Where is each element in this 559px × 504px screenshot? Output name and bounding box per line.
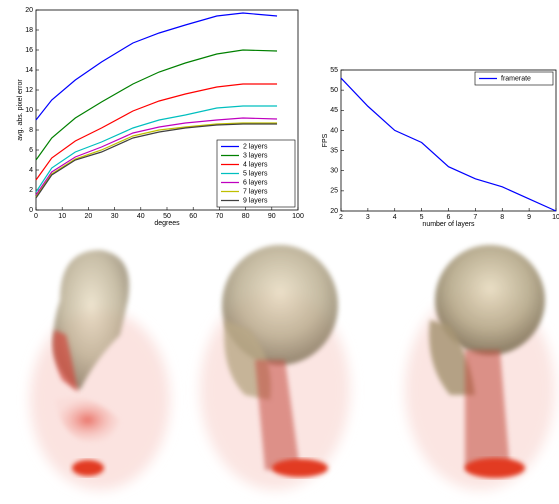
legend-label: 9 layers [243,197,268,204]
x-tick-label: 90 [268,213,276,220]
y-tick-label: 20 [330,208,338,215]
x-tick-label: 6 [447,214,451,221]
x-tick-label: 10 [552,214,559,221]
chart: 0 10 20 30 40 50 60 70 80 90 100 0 2 4 6 8 10 12 14 16 18 20 d… [17,7,304,227]
x-tick-label: 50 [163,213,171,220]
y-tick-label: 16 [25,47,33,54]
y-tick-label: 25 [330,188,338,195]
x-tick-label: 20 [85,213,93,220]
render-image-2 [200,245,350,490]
y-tick-label: 4 [29,167,33,174]
y-tick-label: 35 [330,147,338,154]
y-tick-label: 14 [25,67,33,74]
y-tick-label: 55 [330,67,338,74]
y-tick-label: 10 [25,107,33,114]
figure: 0 10 20 30 40 50 60 70 80 90 100 0 2 4 6 8 10 12 14 16 18 20 d… [0,0,559,504]
y-tick-label: 2 [29,187,33,194]
plot-frame [341,70,556,211]
legend-label: 3 layers [243,152,268,159]
render-image-1 [30,250,170,490]
legend-label: 7 layers [243,188,268,195]
y-tick-label: 0 [29,207,33,214]
x-tick-label: 7 [473,214,477,221]
y-tick-label: 18 [25,27,33,34]
x-tick-label: 3 [366,214,370,221]
y-tick-label: 40 [330,127,338,134]
y-tick-label: 8 [29,127,33,134]
x-tick-label: 100 [292,213,304,220]
x-tick-label: 5 [420,214,424,221]
x-tick-label: 4 [393,214,397,221]
x-tick-label: 2 [339,214,343,221]
series-line [36,13,277,120]
legend-label: 5 layers [243,170,268,177]
y-tick-label: 12 [25,87,33,94]
y-axis-label: FPS [322,133,329,147]
x-tick-label: 0 [34,213,38,220]
legend-label: 4 layers [243,161,268,168]
x-tick-label: 60 [189,213,197,220]
x-tick-label: 30 [111,213,119,220]
y-tick-label: 30 [330,168,338,175]
y-tick-label: 45 [330,107,338,114]
legend-label: framerate [501,75,531,82]
y-tick-label: 6 [29,147,33,154]
series-line [341,78,556,211]
x-tick-label: 40 [137,213,145,220]
x-tick-label: 70 [216,213,224,220]
legend-label: 6 layers [243,179,268,186]
y-tick-label: 50 [330,87,338,94]
x-tick-label: 8 [500,214,504,221]
y-tick-label: 20 [25,7,33,14]
x-tick-label: 80 [242,213,250,220]
x-tick-label: 9 [527,214,531,221]
y-axis-label: avg. abs. pixel error [17,79,24,141]
x-tick-label: 10 [58,213,66,220]
x-axis-label: number of layers [422,221,475,228]
render-image-3 [405,245,555,490]
legend-label: 2 layers [243,143,268,150]
x-axis-label: degrees [154,220,180,227]
